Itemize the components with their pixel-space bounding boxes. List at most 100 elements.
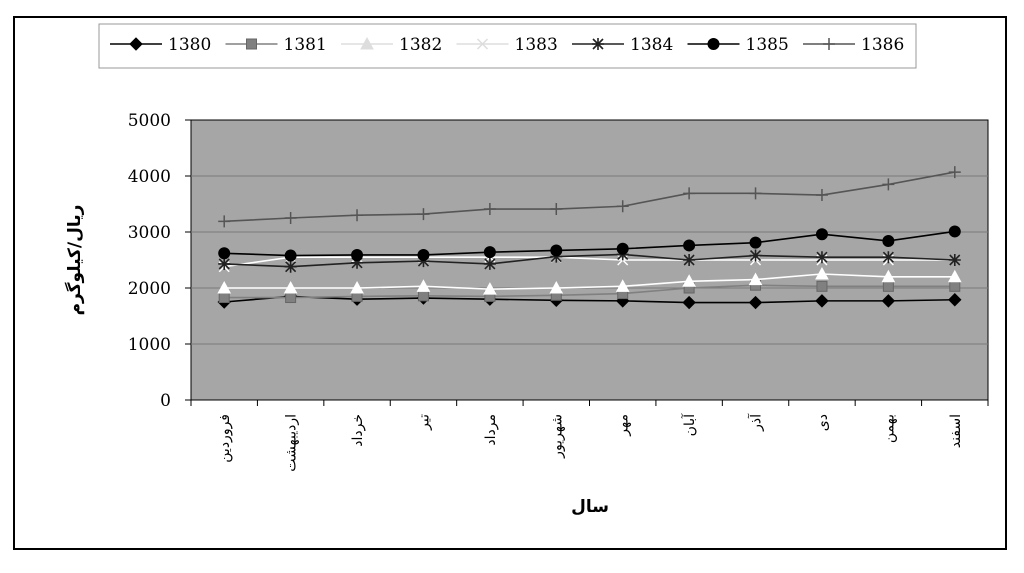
series-1382 [217, 266, 962, 295]
series-layer [217, 166, 962, 310]
data-point [284, 260, 297, 273]
data-point [218, 215, 231, 228]
data-point [416, 279, 431, 292]
data-point [881, 269, 896, 283]
data-point [882, 280, 894, 292]
data-point [816, 280, 828, 292]
legend-items: 1380 1381 1382 1383 1384 1385 1386 [110, 35, 904, 55]
data-point [549, 280, 564, 294]
legend-label: 1384 [630, 35, 673, 55]
legend-item-1381: 1381 [225, 35, 327, 55]
y-tick-label: 2000 [128, 279, 171, 299]
data-point [483, 257, 496, 270]
data-point [285, 292, 297, 304]
x-tick-label: اسفند [948, 414, 964, 448]
y-tick-label: 3000 [128, 223, 171, 243]
data-point [815, 251, 828, 264]
x-axis-title: سال [571, 497, 609, 517]
data-point [417, 290, 429, 302]
legend-marker [129, 37, 143, 51]
data-point [948, 166, 961, 179]
legend-label: 1385 [746, 35, 789, 55]
data-point [217, 280, 232, 294]
data-point [550, 244, 563, 257]
data-point [283, 280, 298, 294]
data-point [616, 242, 629, 255]
series-line [224, 295, 955, 304]
x-tick-label: تیر [416, 414, 432, 431]
x-tick-label: آبان [681, 413, 698, 436]
legend-item-1382: 1382 [341, 35, 442, 55]
data-point [351, 209, 364, 222]
data-point [284, 249, 297, 262]
x-axis: فروردین اردیبهشت خرداد تیر مرداد شهریور مهر آبا… [190, 400, 989, 472]
data-point [483, 203, 496, 216]
x-tick-label: خرداد [350, 414, 366, 447]
data-point [882, 178, 895, 191]
data-point [749, 236, 762, 249]
series-line [224, 273, 955, 290]
legend-marker [360, 36, 374, 50]
y-axis: 0 1000 2000 3000 4000 5000 [128, 111, 191, 411]
x-tick-label: اردیبهشت [284, 414, 300, 472]
legend-label: 1383 [515, 35, 558, 55]
data-point [616, 200, 629, 213]
legend-label: 1382 [399, 35, 442, 55]
data-point [748, 295, 763, 310]
legend-item-1385: 1385 [687, 35, 789, 55]
data-point [683, 239, 696, 252]
y-tick-label: 1000 [128, 335, 171, 355]
legend-marker [246, 38, 257, 50]
x-tick-label: دی [815, 414, 831, 431]
data-point [417, 208, 430, 221]
data-point [682, 274, 696, 287]
data-point [483, 282, 497, 295]
data-point [350, 280, 364, 294]
series-1385 [218, 225, 961, 262]
series-1386 [218, 166, 961, 228]
data-point [218, 247, 231, 260]
data-point [218, 257, 231, 270]
data-point [683, 187, 696, 200]
data-point [815, 228, 828, 241]
data-point [417, 255, 430, 268]
series-line [224, 284, 955, 299]
series-line [224, 256, 955, 268]
data-point [550, 203, 563, 216]
data-point [948, 254, 961, 266]
data-point [881, 294, 896, 308]
data-point [682, 295, 696, 310]
legend-label: 1381 [284, 35, 327, 55]
legend-item-1383: 1383 [456, 35, 558, 55]
data-point [284, 212, 297, 224]
series-1384 [218, 248, 961, 273]
data-point [749, 249, 762, 262]
series-line [224, 230, 955, 257]
series-1381 [218, 279, 961, 304]
data-point [483, 246, 496, 259]
data-point [815, 294, 829, 308]
data-point [815, 266, 829, 280]
legend-item-1384: 1384 [572, 35, 673, 55]
data-point [351, 248, 364, 261]
legend-marker [592, 38, 604, 50]
data-point [948, 225, 961, 238]
y-tick-label: 5000 [128, 111, 171, 131]
data-point [218, 292, 230, 304]
x-tick-label: فروردین [217, 414, 233, 463]
legend-marker [823, 38, 835, 50]
data-point [882, 234, 895, 247]
y-tick-label: 0 [160, 391, 171, 411]
x-tick-label: آذر [748, 413, 765, 432]
data-point [749, 187, 762, 200]
legend [98, 23, 917, 69]
data-point [550, 250, 563, 263]
x-tick-label: مهر [616, 414, 632, 437]
data-point [683, 254, 696, 266]
legend-marker [476, 38, 489, 50]
data-point [815, 189, 828, 202]
x-tick-label: شهریور [549, 414, 565, 459]
data-point [748, 272, 763, 286]
data-point [948, 293, 962, 307]
x-tick-label: بهمن [881, 414, 897, 443]
